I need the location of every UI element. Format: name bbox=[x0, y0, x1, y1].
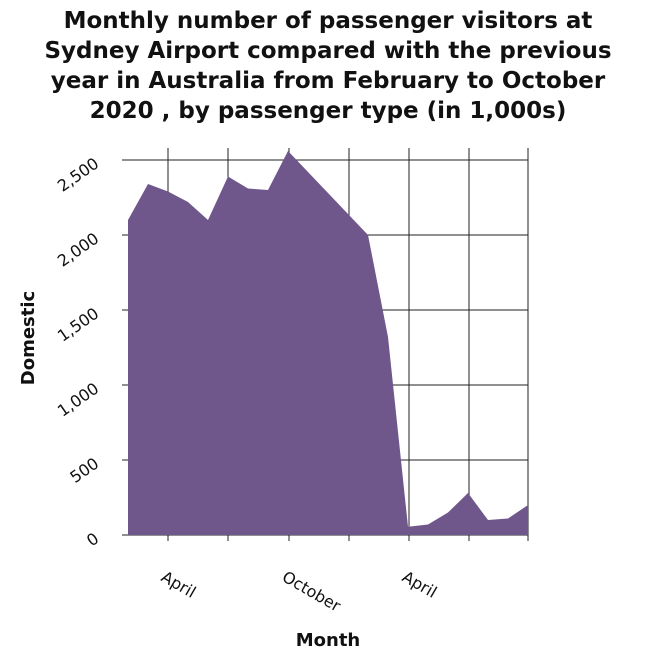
title-line-1: Monthly number of passenger visitors at bbox=[63, 8, 593, 34]
y-axis-ticks: 0 500 1,000 1,500 2,000 2,500 bbox=[54, 154, 102, 550]
y-tick-label-2: 1,000 bbox=[54, 379, 102, 421]
series-area bbox=[128, 151, 528, 535]
x-axis-title: Month bbox=[296, 630, 361, 651]
y-axis-title: Domestic bbox=[18, 291, 39, 385]
x-tick-label-1: October bbox=[279, 567, 344, 616]
y-tick-label-3: 1,500 bbox=[54, 304, 102, 346]
y-tick-label-0: 0 bbox=[83, 529, 102, 550]
y-tick-label-1: 500 bbox=[66, 454, 102, 487]
title-line-4: 2020 , by passenger type (in 1,000s) bbox=[89, 98, 567, 124]
title-line-2: Sydney Airport compared with the previou… bbox=[44, 38, 612, 64]
y-tick-label-4: 2,000 bbox=[54, 229, 102, 271]
x-axis-ticks: April October April bbox=[158, 567, 440, 616]
area-series bbox=[127, 150, 529, 535]
chart-title: Monthly number of passenger visitors at … bbox=[0, 6, 656, 126]
x-tick-label-2: April bbox=[399, 567, 440, 602]
y-tick-label-5: 2,500 bbox=[54, 154, 102, 196]
title-line-3: year in Australia from February to Octob… bbox=[50, 68, 606, 94]
x-tick-label-0: April bbox=[158, 567, 199, 602]
